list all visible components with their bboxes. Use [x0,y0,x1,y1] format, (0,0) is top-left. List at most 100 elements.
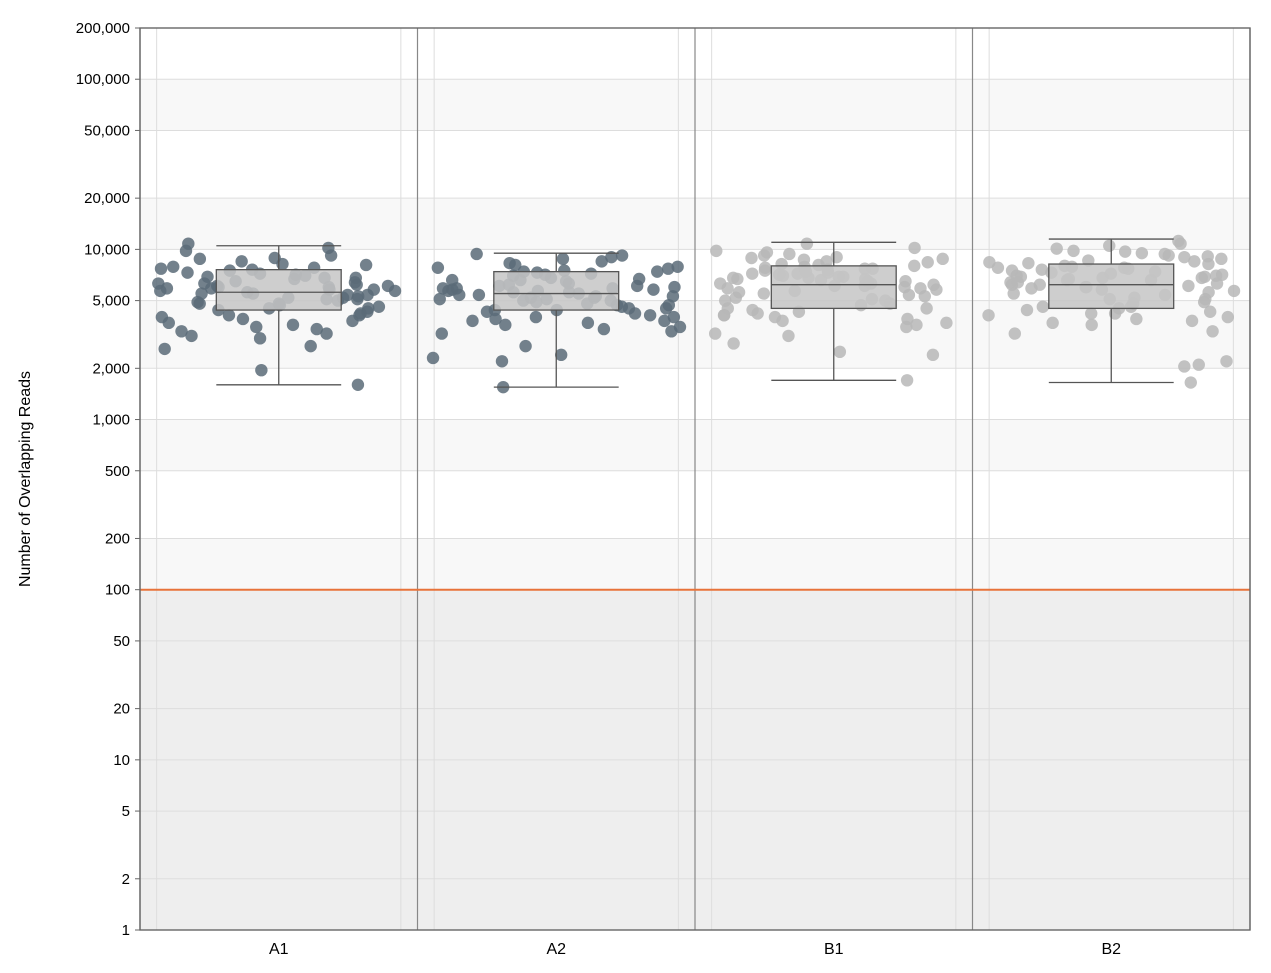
y-tick-label: 1 [122,922,130,939]
jitter-point [730,292,742,304]
jitter-point [710,245,722,257]
jitter-point [453,289,465,301]
jitter-point [908,260,920,272]
jitter-point [466,315,478,327]
jitter-point [557,253,569,265]
jitter-point [598,323,610,335]
jitter-point [311,323,323,335]
jitter-point [155,262,167,274]
jitter-point [530,311,542,323]
jitter-point [250,321,262,333]
jitter-point [940,317,952,329]
jitter-point [759,262,771,274]
jitter-point [992,262,1004,274]
x-tick-label: A1 [269,941,289,958]
jitter-point [718,309,730,321]
overlapping-reads-boxplot: 1251020501002005001,0002,0005,00010,0002… [0,0,1271,973]
jitter-point [663,299,675,311]
jitter-point [1119,245,1131,257]
jitter-point [908,242,920,254]
jitter-point [255,364,267,376]
jitter-point [776,315,788,327]
y-tick-label: 500 [105,463,130,480]
jitter-point [1009,327,1021,339]
jitter-point [360,259,372,271]
jitter-point [254,332,266,344]
jitter-point [427,352,439,364]
x-tick-label: B2 [1101,941,1121,958]
jitter-point [901,374,913,386]
jitter-point [1182,280,1194,292]
x-tick-label: B1 [824,941,844,958]
jitter-point [910,319,922,331]
jitter-point [1067,245,1079,257]
jitter-point [436,327,448,339]
jitter-point [668,311,680,323]
jitter-point [927,279,939,291]
jitter-point [927,349,939,361]
jitter-point [362,302,374,314]
jitter-point [1159,248,1171,260]
jitter-point [758,287,770,299]
jitter-point [1204,306,1216,318]
jitter-point [633,273,645,285]
jitter-point [1196,272,1208,284]
jitter-point [1022,257,1034,269]
jitter-point [1025,282,1037,294]
jitter-point [1202,250,1214,262]
jitter-point [1174,237,1186,249]
y-tick-label: 100 [105,582,130,599]
jitter-point [709,327,721,339]
jitter-point [662,262,674,274]
jitter-point [1185,376,1197,388]
jitter-point [1215,253,1227,265]
jitter-point [167,261,179,273]
jitter-point [180,245,192,257]
jitter-point [235,255,247,267]
jitter-point [193,297,205,309]
jitter-point [629,307,641,319]
jitter-point [919,290,931,302]
y-tick-label: 5 [122,803,130,820]
jitter-point [1186,315,1198,327]
y-tick-label: 2 [122,871,130,888]
jitter-point [922,256,934,268]
jitter-point [1136,247,1148,259]
jitter-point [898,281,910,293]
jitter-point [1188,255,1200,267]
jitter-point [1103,240,1115,252]
y-tick-label: 2,000 [92,360,130,377]
y-axis-title: Number of Overlapping Reads [17,371,34,587]
jitter-point [1210,270,1222,282]
jitter-point [194,253,206,265]
y-tick-label: 10 [113,752,130,769]
jitter-point [746,267,758,279]
jitter-point [982,309,994,321]
jitter-point [719,294,731,306]
jitter-point [1193,359,1205,371]
jitter-point [349,276,361,288]
jitter-point [352,379,364,391]
y-tick-label: 5,000 [92,293,130,310]
y-tick-label: 1,000 [92,412,130,429]
jitter-point [499,319,511,331]
jitter-point [1220,355,1232,367]
jitter-point [1046,317,1058,329]
jitter-point [937,253,949,265]
jitter-point [154,285,166,297]
jitter-point [470,248,482,260]
jitter-point [1021,304,1033,316]
jitter-point [834,346,846,358]
jitter-point [783,248,795,260]
jitter-point [1206,325,1218,337]
jitter-point [496,355,508,367]
jitter-point [1178,360,1190,372]
y-tick-label: 100,000 [76,71,130,88]
jitter-point [237,313,249,325]
jitter-point [727,337,739,349]
jitter-point [714,277,726,289]
jitter-point [1130,313,1142,325]
jitter-point [1010,270,1022,282]
jitter-point [745,252,757,264]
jitter-point [373,301,385,313]
